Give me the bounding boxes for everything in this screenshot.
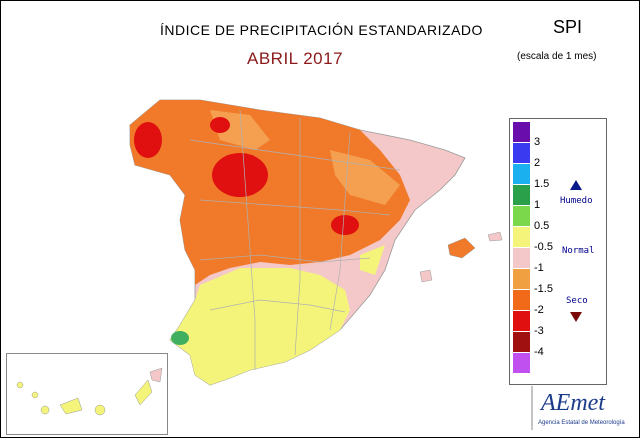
legend-swatch — [513, 311, 530, 332]
canary-islands — [16, 367, 163, 416]
legend-tick-label: 0.5 — [534, 220, 550, 232]
legend-tick-label: 1 — [534, 199, 541, 211]
balearic-ibiza — [419, 269, 433, 283]
legend-swatch — [513, 227, 530, 248]
balearic-menorca — [487, 231, 503, 242]
legend-tick-label: -0.5 — [534, 241, 553, 253]
dry-label: Seco — [566, 296, 588, 306]
legend-swatch — [513, 143, 530, 164]
legend-swatch — [513, 164, 530, 185]
aemet-logo-text: AEmet — [541, 390, 605, 416]
legend-swatch — [513, 185, 530, 206]
legend-tick-label: -2 — [534, 304, 544, 316]
legend-swatch — [513, 290, 530, 311]
canary-inset-box — [6, 353, 168, 435]
red-area-leon — [212, 153, 268, 197]
legend-swatch — [513, 206, 530, 227]
legend-tick-label: 3 — [534, 136, 541, 148]
red-area-galicia — [134, 122, 162, 158]
legend-swatch — [513, 353, 530, 374]
aemet-agency-text: Agencia Estatal de Meteorología — [538, 420, 625, 426]
aemet-logo — [527, 383, 627, 433]
legend-tick-label: -3 — [534, 325, 544, 337]
green-area — [171, 331, 189, 345]
legend-tick-label: -1.5 — [534, 283, 553, 295]
legend-swatch — [513, 248, 530, 269]
legend-tick-label: 1.5 — [534, 178, 550, 190]
legend-colorbar — [513, 122, 530, 374]
yellow-east — [360, 245, 385, 275]
map-subtitle: ABRIL 2017 — [247, 49, 344, 68]
scale-label: (escala de 1 mes) — [517, 51, 597, 62]
balearic-mallorca — [447, 237, 476, 259]
yellow-region — [170, 268, 350, 385]
map-title: ÍNDICE DE PRECIPITACIÓN ESTANDARIZADO — [160, 22, 483, 38]
humid-triangle-icon — [570, 180, 582, 190]
legend-tick-label: 2 — [534, 157, 541, 169]
dry-triangle-icon — [570, 312, 582, 322]
red-area-north — [210, 117, 230, 133]
legend-tick-label: -1 — [534, 262, 544, 274]
legend-swatch — [513, 269, 530, 290]
province-borders — [189, 109, 401, 370]
legend-swatch — [513, 122, 530, 143]
humid-label: Humedo — [560, 196, 593, 206]
orange-region — [130, 100, 410, 285]
normal-label: Normal — [562, 246, 595, 256]
index-label: SPI — [553, 17, 583, 37]
legend-tick-label: -4 — [534, 346, 544, 358]
red-area-center — [331, 215, 359, 235]
legend-swatch — [513, 332, 530, 353]
